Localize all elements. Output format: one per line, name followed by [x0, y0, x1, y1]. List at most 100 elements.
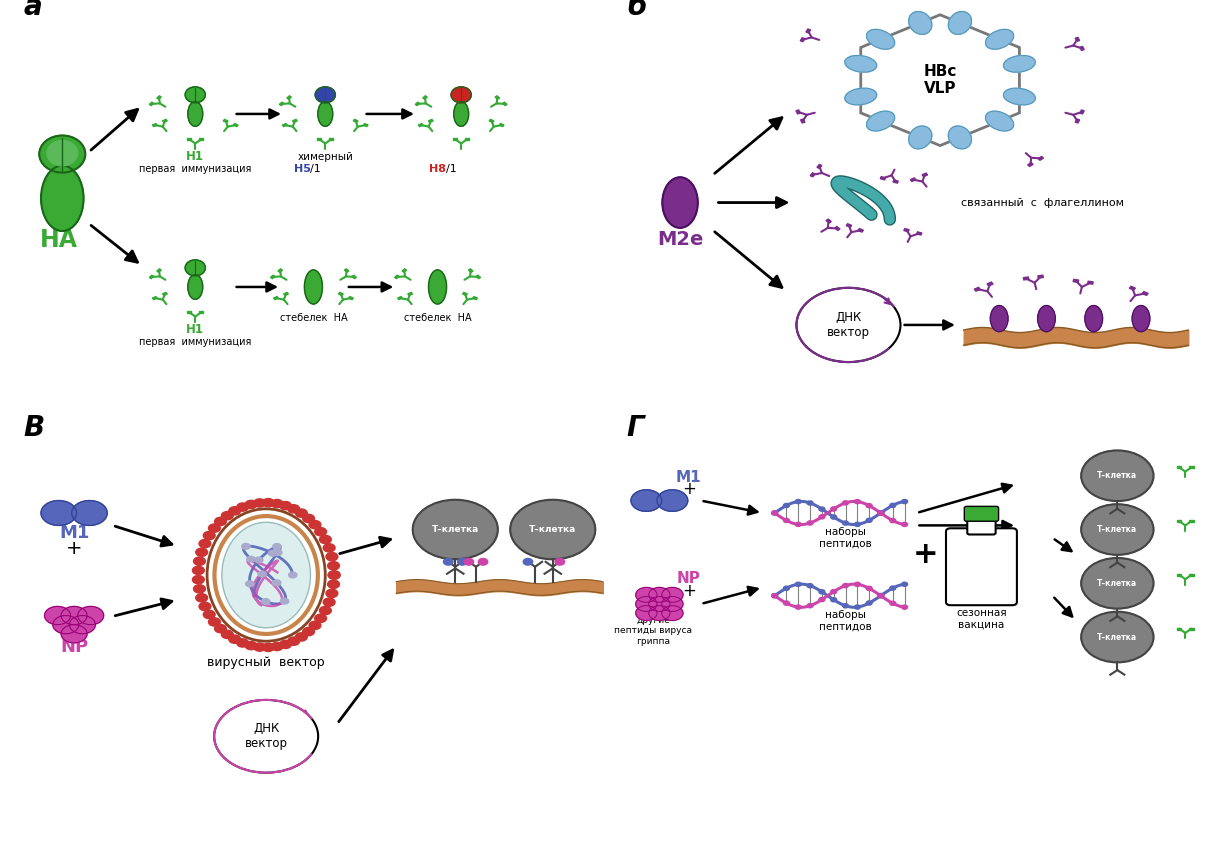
Text: ТИВ: ТИВ: [966, 560, 996, 573]
Bar: [476, 275, 480, 279]
Ellipse shape: [188, 89, 201, 99]
Text: H5: H5: [293, 165, 310, 174]
Bar: [857, 229, 863, 232]
Bar: [270, 275, 275, 279]
Bar: [463, 292, 467, 295]
Circle shape: [193, 585, 205, 593]
Bar: [277, 269, 282, 273]
Circle shape: [309, 521, 321, 529]
Ellipse shape: [318, 101, 333, 127]
Circle shape: [831, 507, 837, 511]
FancyBboxPatch shape: [946, 528, 1017, 605]
Ellipse shape: [845, 56, 877, 73]
Bar: [329, 138, 333, 140]
Circle shape: [819, 515, 825, 519]
Circle shape: [795, 582, 801, 587]
Circle shape: [328, 571, 340, 579]
Bar: [418, 123, 423, 127]
Circle shape: [843, 603, 849, 608]
Text: +: +: [66, 539, 82, 559]
Circle shape: [784, 504, 790, 507]
Ellipse shape: [867, 111, 895, 131]
Circle shape: [866, 518, 872, 522]
Circle shape: [315, 614, 327, 622]
Circle shape: [795, 605, 801, 609]
Circle shape: [636, 587, 657, 603]
Text: наборы
пептидов: наборы пептидов: [819, 527, 872, 549]
Bar: [345, 269, 349, 273]
Bar: [394, 275, 399, 279]
Circle shape: [258, 571, 267, 577]
Circle shape: [303, 627, 315, 636]
Circle shape: [326, 553, 338, 560]
Circle shape: [53, 615, 78, 634]
Circle shape: [273, 580, 281, 586]
Bar: [987, 282, 993, 286]
Circle shape: [77, 607, 104, 625]
Circle shape: [772, 593, 778, 598]
Bar: [402, 269, 406, 273]
Circle shape: [878, 511, 884, 515]
Circle shape: [263, 643, 274, 652]
Ellipse shape: [40, 135, 86, 172]
Bar: [163, 292, 168, 295]
Text: первая  иммунизация: первая иммунизация: [139, 165, 251, 174]
Bar: [1177, 467, 1182, 468]
Bar: [466, 138, 469, 140]
Circle shape: [320, 606, 332, 614]
Circle shape: [902, 500, 908, 504]
Circle shape: [193, 566, 204, 575]
Bar: [923, 173, 927, 176]
Circle shape: [323, 598, 335, 606]
Ellipse shape: [428, 270, 446, 304]
Circle shape: [479, 559, 487, 565]
Circle shape: [784, 601, 790, 605]
Circle shape: [245, 641, 257, 650]
Circle shape: [854, 605, 860, 609]
Circle shape: [878, 594, 884, 598]
Circle shape: [854, 500, 860, 504]
Circle shape: [1082, 451, 1153, 501]
Circle shape: [866, 601, 872, 605]
Circle shape: [326, 589, 338, 598]
Bar: [974, 287, 980, 291]
Ellipse shape: [47, 140, 77, 165]
Ellipse shape: [186, 260, 205, 276]
Circle shape: [309, 621, 321, 630]
Circle shape: [854, 582, 860, 587]
Circle shape: [807, 603, 813, 608]
Circle shape: [854, 522, 860, 527]
Circle shape: [271, 500, 283, 508]
Bar: [187, 311, 192, 313]
Circle shape: [271, 642, 283, 651]
Bar: [1177, 628, 1182, 630]
Circle shape: [209, 524, 221, 533]
Ellipse shape: [451, 87, 472, 103]
Circle shape: [288, 637, 299, 646]
Circle shape: [772, 593, 778, 598]
Bar: [150, 102, 154, 106]
Bar: [903, 229, 909, 232]
Circle shape: [523, 559, 533, 565]
Circle shape: [273, 544, 281, 549]
Circle shape: [263, 499, 274, 506]
Bar: [1024, 277, 1029, 280]
Circle shape: [215, 625, 227, 633]
Bar: [274, 296, 279, 300]
Circle shape: [245, 500, 257, 509]
Circle shape: [193, 557, 205, 565]
Circle shape: [831, 590, 837, 593]
Ellipse shape: [188, 274, 203, 300]
Circle shape: [510, 500, 596, 560]
Ellipse shape: [662, 177, 698, 228]
Circle shape: [45, 607, 71, 625]
Bar: [352, 275, 357, 279]
Circle shape: [195, 548, 207, 556]
Bar: [826, 219, 831, 223]
Circle shape: [631, 490, 662, 511]
Circle shape: [328, 580, 339, 588]
Text: Г: Г: [627, 414, 644, 442]
Text: Т–клетка: Т–клетка: [432, 525, 479, 534]
Bar: [408, 292, 412, 295]
Bar: [806, 29, 810, 33]
